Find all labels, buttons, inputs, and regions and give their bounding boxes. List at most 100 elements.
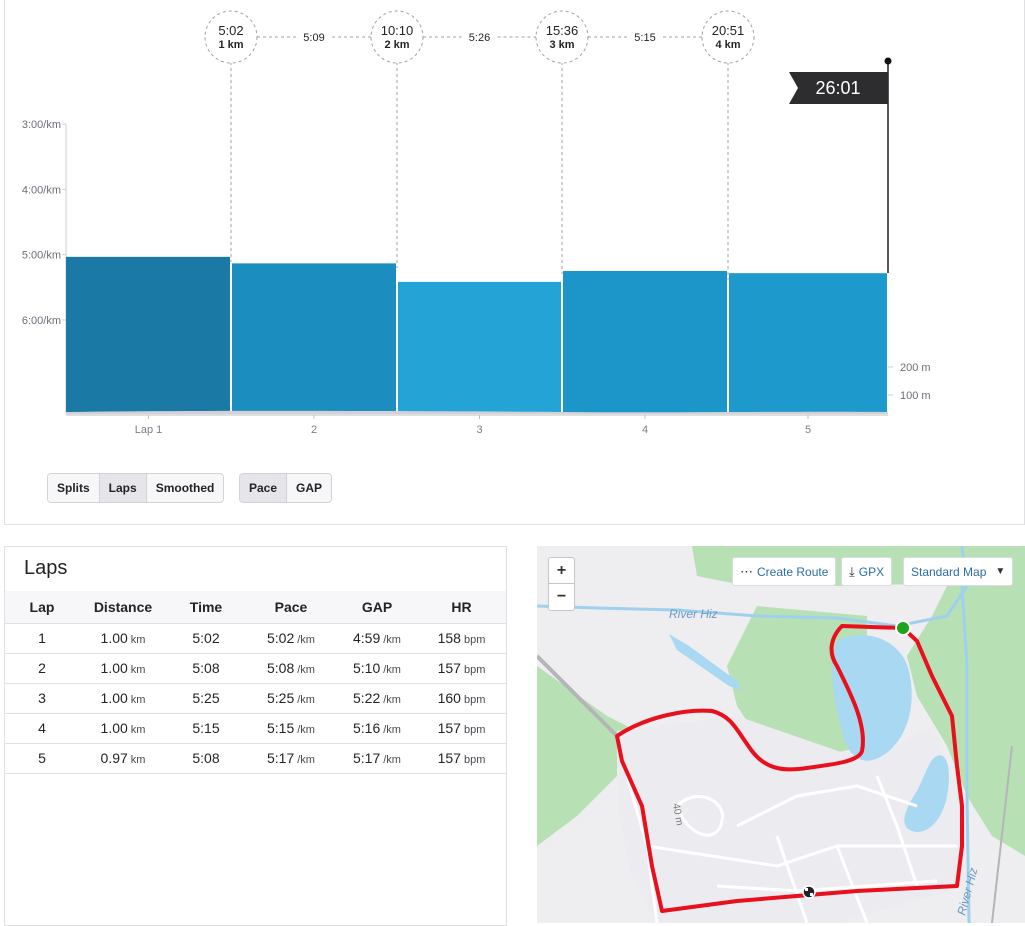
table-row[interactable]: 4 1.00 km 5:15 5:15/km 5:16/km 157 bpm xyxy=(5,713,506,744)
finish-time-label: 26:01 xyxy=(815,78,860,98)
col-time: Time xyxy=(167,591,245,624)
lap-pace: 5:08/km xyxy=(245,653,337,684)
col-lap: Lap xyxy=(5,591,79,624)
x-tick-label: 4 xyxy=(642,424,648,436)
route-icon: ⋯ xyxy=(740,563,753,579)
zoom-in-button[interactable]: + xyxy=(549,558,574,584)
lap-time: 5:02 xyxy=(167,623,245,654)
download-icon: ⤓ xyxy=(849,563,855,579)
col-pace: Pace xyxy=(245,591,337,624)
laps-table: Lap Distance Time Pace GAP HR 1 1.00 km 5… xyxy=(5,591,506,774)
lap-hr: 158 bpm xyxy=(417,623,506,654)
lap-number: 2 xyxy=(5,653,79,684)
lap-pace: 5:17/km xyxy=(245,743,337,774)
lap-bar xyxy=(232,263,396,414)
lap-gap: 4:59/km xyxy=(337,623,417,654)
lap-distance: 1.00 km xyxy=(79,683,167,714)
lap-bar xyxy=(398,281,561,414)
lap-time: 5:08 xyxy=(167,653,245,684)
x-tick-label: 2 xyxy=(311,424,317,436)
col-distance: Distance xyxy=(79,591,167,624)
map-canvas[interactable]: River Hiz 40 m River Hiz xyxy=(537,546,1025,923)
create-route-label: Create Route xyxy=(757,564,829,579)
lap-marker-time: 15:36 xyxy=(546,23,579,38)
lap-time: 5:08 xyxy=(167,743,245,774)
lap-number: 4 xyxy=(5,713,79,744)
railway xyxy=(991,745,1013,923)
lap-distance: 1.00 km xyxy=(79,713,167,744)
start-marker xyxy=(895,620,911,636)
lap-distance: 1.00 km xyxy=(79,623,167,654)
marker-gap-label: 5:15 xyxy=(634,32,655,44)
lap-marker-distance: 1 km xyxy=(218,39,243,51)
lake xyxy=(669,634,742,691)
marker-gap-label: 5:26 xyxy=(469,32,490,44)
splits-button[interactable]: Splits xyxy=(48,474,100,502)
elevation-tick-label: 100 m xyxy=(900,390,931,402)
lap-distance: 1.00 km xyxy=(79,653,167,684)
laps-button[interactable]: Laps xyxy=(99,474,147,502)
lap-number: 5 xyxy=(5,743,79,774)
laps-panel: Laps Lap Distance Time Pace GAP HR 1 1.0… xyxy=(4,546,507,926)
route-map[interactable]: River Hiz 40 m River Hiz + − ⋯ Create Ro… xyxy=(537,546,1025,923)
zoom-out-button[interactable]: − xyxy=(556,588,567,605)
table-row[interactable]: 3 1.00 km 5:25 5:25/km 5:22/km 160 bpm xyxy=(5,683,506,714)
x-tick-label: 5 xyxy=(805,424,811,436)
table-row[interactable]: 2 1.00 km 5:08 5:08/km 5:10/km 157 bpm xyxy=(5,653,506,684)
zoom-control: + − xyxy=(548,557,575,611)
table-row[interactable]: 5 0.97 km 5:08 5:17/km 5:17/km 157 bpm xyxy=(5,743,506,774)
park-area xyxy=(537,666,647,846)
lap-marker-distance: 3 km xyxy=(549,39,574,51)
laps-title: Laps xyxy=(24,557,68,579)
y-tick-label: 6:00/km xyxy=(22,315,61,327)
caret-down-icon: ▼ xyxy=(995,566,1006,577)
gpx-download-button[interactable]: ⤓ GPX xyxy=(841,557,893,586)
create-route-button[interactable]: ⋯ Create Route xyxy=(732,557,837,586)
lap-gap: 5:17/km xyxy=(337,743,417,774)
finish-flag-dot xyxy=(884,57,892,65)
pace-chart[interactable]: 3:00/km 4:00/km 5:00/km 6:00/km Lap 1 2 3 4 5 200… xyxy=(5,0,1025,525)
lap-marker-distance: 2 km xyxy=(384,39,409,51)
map-style-label: Standard Map xyxy=(911,564,987,579)
lap-pace: 5:25/km xyxy=(245,683,337,714)
col-hr: HR xyxy=(417,591,506,624)
marker-gap-label: 5:09 xyxy=(303,32,324,44)
lap-pace: 5:15/km xyxy=(245,713,337,744)
lake xyxy=(904,755,949,832)
col-gap: GAP xyxy=(337,591,417,624)
lap-bar xyxy=(66,256,230,414)
lap-bar xyxy=(729,273,887,414)
lap-time: 5:25 xyxy=(167,683,245,714)
lap-pace: 5:02/km xyxy=(245,623,337,654)
lap-gap: 5:22/km xyxy=(337,683,417,714)
y-tick-label: 5:00/km xyxy=(22,250,61,262)
elevation-tick-label: 200 m xyxy=(900,362,931,374)
gpx-label: GPX xyxy=(858,564,885,579)
lap-number: 3 xyxy=(5,683,79,714)
view-toggle-group: Splits Laps Smoothed xyxy=(47,473,225,503)
lap-hr: 157 bpm xyxy=(417,653,506,684)
gap-button[interactable]: GAP xyxy=(287,474,332,502)
lap-gap: 5:10/km xyxy=(337,653,417,684)
metric-toggle-group: Pace GAP xyxy=(239,473,333,503)
river xyxy=(960,585,971,923)
lap-distance: 0.97 km xyxy=(79,743,167,774)
finish-flag xyxy=(789,72,888,104)
lap-marker-time: 20:51 xyxy=(712,23,745,38)
contour-label: 40 m xyxy=(670,803,685,827)
lap-gap: 5:16/km xyxy=(337,713,417,744)
pace-button[interactable]: Pace xyxy=(240,474,288,502)
lap-marker-time: 5:02 xyxy=(218,23,243,38)
lap-hr: 157 bpm xyxy=(417,743,506,774)
x-tick-label: 3 xyxy=(476,424,482,436)
table-row[interactable]: 1 1.00 km 5:02 5:02/km 4:59/km 158 bpm xyxy=(5,623,506,654)
map-style-select[interactable]: Standard Map ▼ xyxy=(903,557,1014,586)
route-line xyxy=(615,624,964,913)
laps-header-row: Lap Distance Time Pace GAP HR xyxy=(5,591,506,624)
river-label: River Hiz xyxy=(669,607,718,621)
elevation-profile xyxy=(66,410,888,414)
lap-marker-distance: 4 km xyxy=(715,39,740,51)
pace-chart-panel: 3:00/km 4:00/km 5:00/km 6:00/km Lap 1 2 3 4 5 200… xyxy=(4,0,1025,525)
smoothed-button[interactable]: Smoothed xyxy=(146,474,224,502)
railway xyxy=(537,654,619,738)
